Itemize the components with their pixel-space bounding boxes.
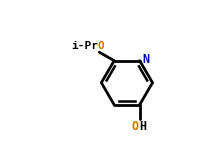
Text: i-Pr: i-Pr (71, 41, 98, 51)
Text: N: N (143, 53, 150, 67)
Text: O: O (132, 120, 139, 133)
Text: O: O (98, 41, 105, 51)
Text: H: H (139, 120, 146, 133)
